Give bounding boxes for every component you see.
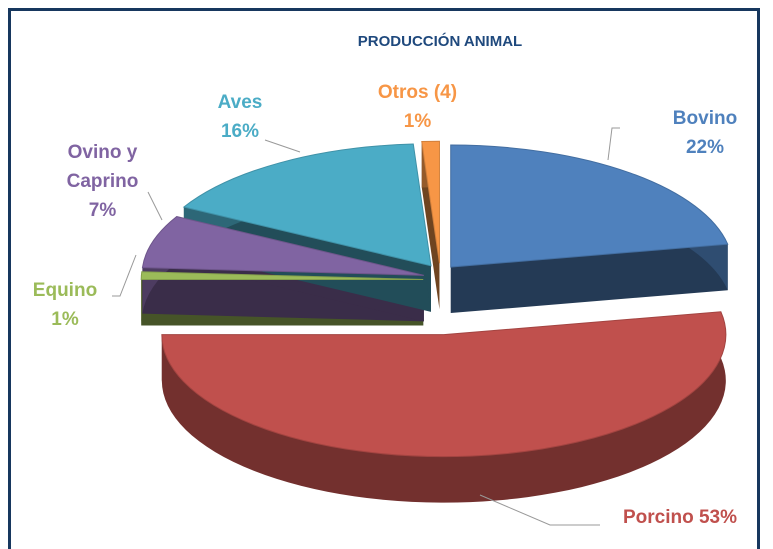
- label-category: Ovino y Caprino: [66, 142, 139, 192]
- leader-line: [479, 494, 600, 526]
- label-category: Porcino: [622, 507, 694, 528]
- label-value: 1%: [403, 111, 432, 132]
- label-value: 1%: [51, 309, 79, 330]
- leader-line: [112, 254, 137, 297]
- data-label: Porcino 53%: [590, 503, 770, 532]
- slice: [161, 311, 727, 458]
- label-value: 16%: [220, 121, 260, 142]
- slice-wall: [141, 271, 142, 326]
- slice: [140, 271, 424, 280]
- chart-title: PRODUCCIÓN ANIMAL: [357, 33, 523, 50]
- slice: [182, 143, 432, 267]
- label-value: 22%: [685, 137, 725, 158]
- data-label: Equino 1%: [10, 276, 120, 334]
- slice: [450, 144, 729, 268]
- label-category: Bovino: [672, 108, 738, 129]
- data-label: Bovino 22%: [640, 104, 770, 162]
- data-label: Ovino y Caprino 7%: [55, 138, 150, 225]
- slice: [421, 140, 440, 264]
- label-value: 7%: [88, 200, 117, 221]
- label-category: Otros (4): [377, 82, 458, 103]
- data-label: Aves 16%: [190, 88, 290, 146]
- slice: [141, 215, 424, 276]
- label-category: Equino: [32, 280, 98, 301]
- leader-line: [264, 139, 301, 153]
- slice-wall: [161, 311, 726, 503]
- leader-line: [147, 191, 163, 221]
- label-category: Aves: [217, 92, 263, 113]
- label-value: 53%: [698, 507, 738, 528]
- leader-line: [607, 127, 620, 161]
- data-label: Otros (4) 1%: [370, 78, 465, 136]
